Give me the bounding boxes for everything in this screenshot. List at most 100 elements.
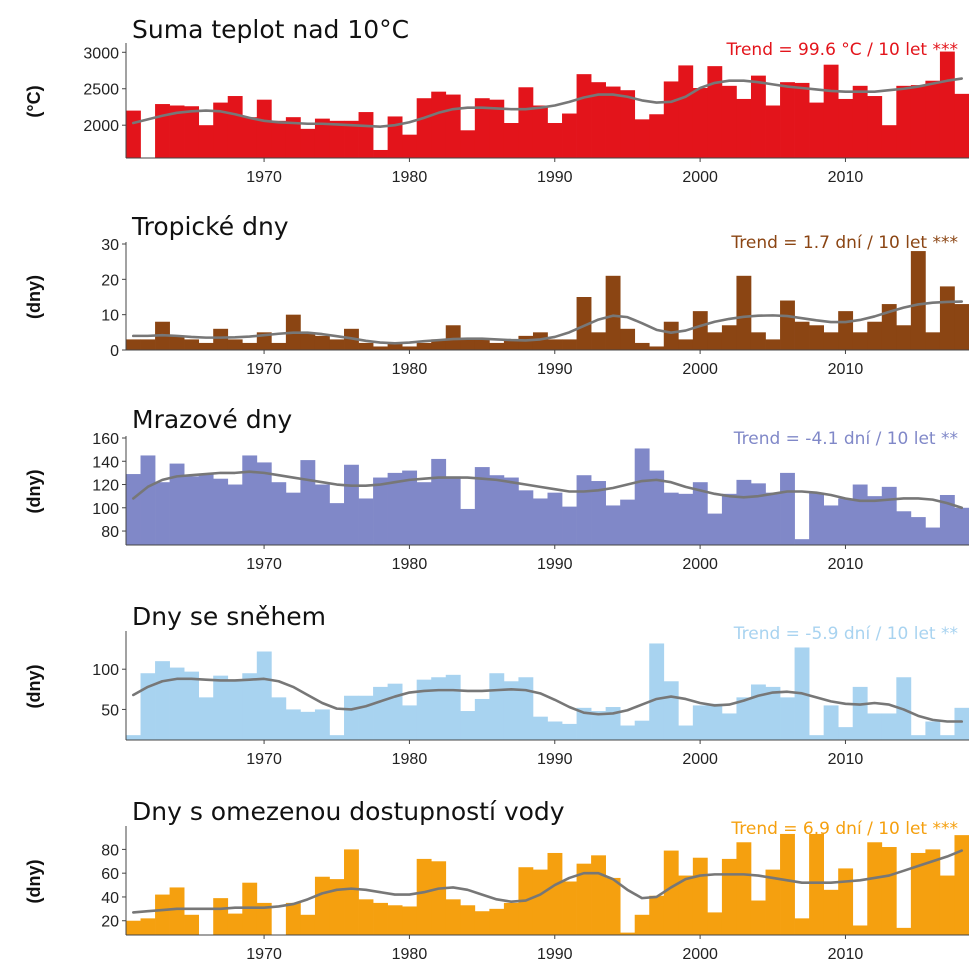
y-tick-label: 20 — [101, 914, 119, 931]
bar — [721, 325, 737, 350]
bar — [547, 721, 563, 740]
bar — [939, 875, 955, 935]
bar — [838, 98, 854, 158]
bar — [721, 493, 737, 545]
bar — [314, 709, 330, 740]
bar — [794, 321, 810, 350]
bar — [954, 835, 969, 935]
bar — [344, 120, 359, 158]
bar — [910, 517, 926, 545]
bar — [489, 673, 505, 740]
bar — [126, 339, 141, 350]
bar — [707, 912, 723, 935]
bar — [780, 697, 795, 740]
bar — [227, 913, 243, 935]
bar — [707, 66, 723, 158]
x-tick-label: 1990 — [537, 169, 573, 186]
bar — [925, 80, 941, 158]
y-tick-label: 80 — [101, 524, 119, 541]
bar — [692, 482, 708, 545]
bar — [765, 686, 781, 740]
bar — [387, 116, 403, 158]
bar — [794, 82, 810, 158]
bar — [358, 112, 374, 158]
bar — [285, 492, 301, 545]
bar — [503, 123, 519, 158]
bar — [663, 681, 679, 740]
bar — [271, 697, 287, 740]
bar — [198, 342, 214, 350]
bar — [184, 339, 200, 350]
bar — [300, 711, 316, 740]
bar — [838, 498, 854, 545]
bar — [213, 102, 229, 158]
bar — [387, 905, 403, 935]
chart-title: Suma teplot nad 10°C — [132, 15, 409, 44]
bar — [736, 275, 752, 350]
bar — [852, 484, 868, 545]
bar — [780, 472, 795, 545]
bar — [285, 902, 301, 935]
chart-panel-3: 80 100 120 140 160 1970 1980 1990 2000 2010 Mrazov… — [24, 405, 969, 573]
bar — [242, 342, 258, 350]
bar — [721, 85, 737, 158]
bar — [823, 64, 839, 158]
trend-annotation: Trend = 6.9 dní / 10 let *** — [730, 819, 958, 839]
bar — [547, 339, 563, 350]
bar — [678, 493, 694, 545]
bar — [823, 705, 839, 740]
bar — [329, 503, 345, 545]
bar — [780, 833, 795, 935]
bar — [809, 102, 824, 158]
bar — [663, 81, 679, 158]
bar — [227, 484, 243, 545]
bar — [213, 478, 229, 545]
bar — [314, 335, 330, 350]
bar — [227, 679, 243, 740]
bar — [445, 476, 461, 545]
bar — [445, 899, 461, 935]
bar — [707, 513, 723, 545]
bar — [140, 918, 156, 935]
bar — [910, 85, 926, 158]
bar — [416, 858, 432, 935]
bar — [649, 114, 665, 158]
y-tick-label: 100 — [92, 501, 119, 518]
bar — [649, 643, 665, 740]
bar — [169, 887, 185, 935]
chart-title: Tropické dny — [131, 212, 289, 241]
bar — [532, 869, 548, 935]
x-tick-label: 2000 — [682, 169, 718, 186]
bar — [314, 484, 330, 545]
bar — [896, 511, 912, 545]
bar — [692, 311, 708, 350]
bar — [925, 527, 941, 545]
bar — [809, 833, 824, 935]
bar — [300, 128, 316, 158]
bar — [198, 474, 214, 545]
bar — [373, 477, 388, 545]
bar — [445, 674, 461, 740]
bar — [692, 857, 708, 935]
bar — [416, 482, 432, 545]
bar — [532, 332, 548, 350]
bar — [765, 869, 781, 935]
bar — [474, 698, 490, 740]
bar — [242, 673, 258, 740]
bar — [169, 105, 185, 158]
chart-panel-2: 0 10 20 30 1970 1980 1990 2000 2010 Tropické dny T… — [24, 212, 969, 378]
bar — [474, 98, 490, 158]
bar — [562, 723, 577, 740]
bar — [184, 671, 200, 740]
bar — [620, 90, 636, 158]
x-tick-label: 2000 — [682, 361, 718, 378]
bar — [285, 709, 301, 740]
bar — [373, 902, 388, 935]
bar — [474, 467, 490, 545]
bar — [402, 906, 418, 935]
bar — [794, 918, 810, 935]
bar — [256, 99, 272, 158]
bar — [155, 104, 170, 158]
bar — [518, 677, 534, 740]
bar — [562, 506, 577, 545]
